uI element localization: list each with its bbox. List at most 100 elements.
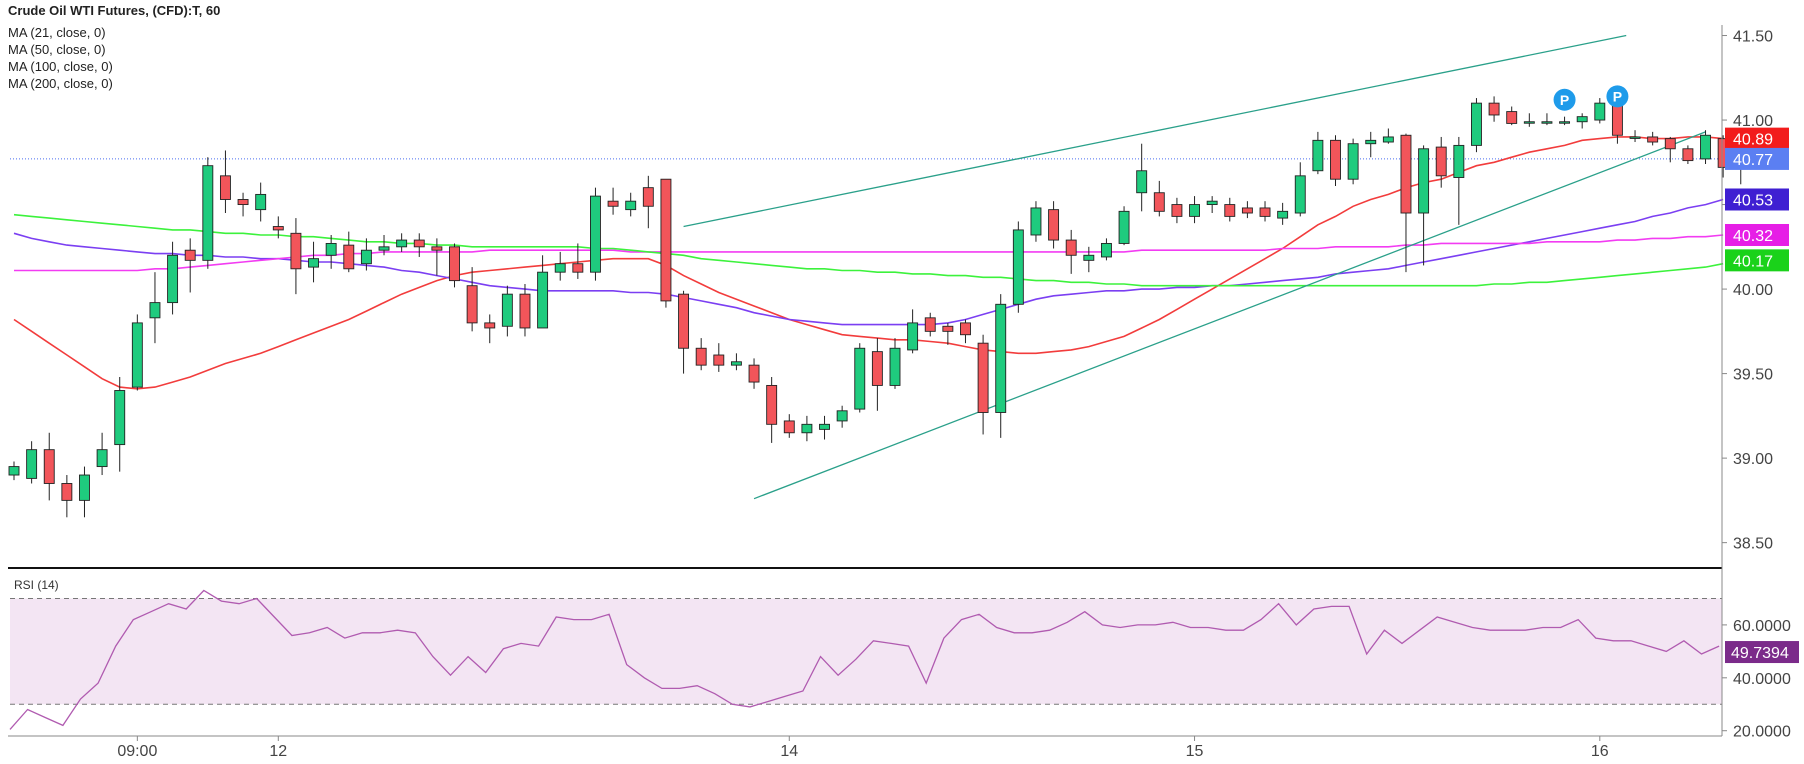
candle-body bbox=[290, 232, 302, 270]
price-tag-0: 40.89 bbox=[1725, 127, 1789, 150]
candle-body bbox=[1559, 121, 1571, 124]
candle bbox=[378, 234, 390, 256]
candle bbox=[766, 376, 778, 443]
candle bbox=[1435, 136, 1447, 188]
candle-body bbox=[1012, 229, 1024, 305]
candle-body bbox=[537, 271, 549, 329]
candle-body bbox=[1259, 207, 1271, 217]
candle bbox=[1365, 131, 1377, 158]
candle bbox=[1330, 135, 1341, 186]
candle bbox=[1048, 201, 1060, 249]
moving-averages bbox=[13, 136, 1724, 390]
candle bbox=[519, 284, 531, 337]
candle bbox=[237, 192, 249, 217]
candle bbox=[801, 415, 813, 442]
candle-body bbox=[607, 200, 619, 207]
candle bbox=[1312, 131, 1324, 175]
x-tick-label: 14 bbox=[780, 743, 798, 760]
candle bbox=[554, 251, 566, 281]
candle bbox=[1541, 113, 1553, 126]
candle bbox=[466, 267, 478, 332]
price-tag-text: 40.32 bbox=[1733, 228, 1773, 245]
candle-body bbox=[977, 342, 989, 413]
rsi-y-tick-label: 60.0000 bbox=[1733, 618, 1791, 635]
candle-body bbox=[343, 244, 355, 270]
candle-body bbox=[1312, 139, 1324, 172]
candle bbox=[449, 243, 460, 288]
candle-body bbox=[202, 165, 214, 261]
candle-body bbox=[501, 293, 513, 327]
candle-body bbox=[308, 258, 319, 268]
price-tag-bg bbox=[1725, 147, 1789, 170]
candle-body bbox=[678, 293, 690, 349]
candle bbox=[431, 238, 443, 276]
candle-body bbox=[995, 303, 1007, 413]
candle-body bbox=[695, 347, 707, 366]
rsi-value-tag: 49.7394 bbox=[1725, 641, 1799, 664]
rsi-tag-bg bbox=[1725, 641, 1799, 664]
candle-body bbox=[1488, 102, 1500, 116]
rsi-tag-text: 49.7394 bbox=[1731, 645, 1789, 662]
candle bbox=[61, 475, 73, 518]
candle bbox=[484, 314, 496, 344]
candle-body bbox=[1629, 136, 1641, 139]
candle-body bbox=[1277, 210, 1289, 219]
candle-body bbox=[1330, 139, 1341, 180]
candle-body bbox=[1189, 204, 1200, 217]
legend-ma-50: MA (50, close, 0) bbox=[8, 42, 106, 57]
candle bbox=[572, 243, 584, 279]
candle bbox=[748, 358, 760, 389]
candle bbox=[607, 187, 619, 215]
rsi-title: RSI (14) bbox=[14, 578, 59, 592]
candle bbox=[1171, 197, 1183, 224]
y-tick-label: 41.50 bbox=[1733, 29, 1773, 46]
candle bbox=[642, 175, 654, 229]
candle bbox=[995, 294, 1007, 438]
candle-body bbox=[237, 199, 249, 206]
pivot-marker-1: P bbox=[1606, 85, 1629, 108]
candle-body bbox=[1048, 209, 1060, 241]
candle bbox=[1664, 136, 1676, 163]
candle-body bbox=[466, 285, 478, 324]
candle bbox=[1189, 196, 1200, 224]
candle bbox=[871, 338, 883, 411]
candle-body bbox=[625, 200, 637, 211]
price-tag-3: 40.32 bbox=[1725, 223, 1789, 246]
y-tick-label: 41.00 bbox=[1733, 113, 1773, 130]
price-tag-text: 40.17 bbox=[1733, 253, 1773, 270]
price-tag-text: 40.77 bbox=[1733, 152, 1773, 169]
candle bbox=[977, 334, 989, 435]
candle-body bbox=[819, 423, 830, 430]
candle bbox=[678, 290, 690, 374]
rsi-y-tick-label: 20.0000 bbox=[1733, 724, 1791, 741]
candle bbox=[1594, 98, 1606, 124]
candle bbox=[836, 405, 848, 428]
candle-body bbox=[1664, 138, 1676, 150]
candle bbox=[783, 414, 795, 438]
candle-body bbox=[1594, 102, 1606, 121]
candle-body bbox=[43, 449, 55, 484]
candle-body bbox=[748, 364, 760, 383]
candle-body bbox=[1224, 204, 1236, 217]
legend-ma-200: MA (200, close, 0) bbox=[8, 76, 113, 91]
candle-body bbox=[255, 193, 267, 211]
x-tick-label: 09:00 bbox=[117, 743, 157, 760]
candle-body bbox=[854, 347, 866, 410]
candle-body bbox=[149, 302, 161, 319]
pivot-circle bbox=[1606, 85, 1629, 108]
candle bbox=[907, 309, 919, 354]
candle bbox=[1206, 196, 1218, 214]
price-tag-bg bbox=[1725, 223, 1789, 246]
y-tick-label: 38.50 bbox=[1733, 536, 1773, 553]
candle bbox=[43, 432, 55, 501]
candle bbox=[942, 322, 954, 345]
price-tag-bg bbox=[1725, 249, 1789, 272]
candle bbox=[1118, 206, 1130, 246]
pivot-label: P bbox=[1560, 92, 1569, 108]
candle bbox=[924, 312, 936, 337]
axes: 38.5039.0039.5040.0040.5041.0041.5020.00… bbox=[8, 25, 1791, 760]
candle-body bbox=[783, 420, 795, 434]
candle bbox=[1277, 202, 1289, 225]
candle-body bbox=[167, 254, 179, 304]
